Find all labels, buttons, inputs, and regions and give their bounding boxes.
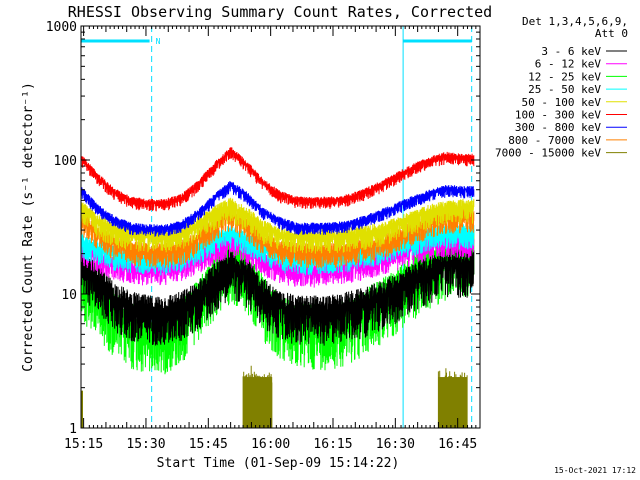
plot-area: N	[80, 25, 481, 429]
chart-title: RHESSI Observing Summary Count Rates, Co…	[68, 3, 492, 21]
legend-label: 800 - 7000 keV	[508, 134, 601, 147]
y-tick-label: 100	[54, 154, 77, 169]
legend-label: 25 - 50 keV	[528, 83, 601, 96]
x-tick-label: 15:15	[64, 437, 103, 452]
legend-label: 3 - 6 keV	[541, 45, 601, 58]
series-8	[81, 365, 480, 429]
orbit-bar-label-0: N	[156, 37, 161, 46]
footer-timestamp: 15-Oct-2021 17:12	[554, 466, 636, 475]
y-axis-label: Corrected Count Rate (s⁻¹ detector⁻¹)	[21, 82, 36, 372]
x-axis: 15:15 15:30 15:45 16:00 16:15 16:30 16:45	[64, 26, 481, 452]
y-tick-label: 10	[61, 288, 77, 303]
y-axis: 1 10 100 1000	[46, 20, 480, 437]
x-tick-label: 16:45	[438, 437, 477, 452]
series-line-0	[80, 247, 475, 346]
series-5	[80, 147, 475, 212]
x-tick-label: 16:30	[376, 437, 415, 452]
series-line-8	[81, 365, 480, 429]
legend-label: 300 - 800 keV	[515, 121, 601, 134]
legend-label: 100 - 300 keV	[515, 109, 601, 122]
series-6	[80, 181, 475, 237]
series-0	[80, 247, 475, 346]
x-tick-label: 16:00	[251, 437, 290, 452]
legend-label: 6 - 12 keV	[535, 58, 602, 71]
legend-header-line: Det 1,3,4,5,6,9,	[522, 15, 628, 28]
x-axis-label: Start Time (01-Sep-09 15:14:22)	[157, 456, 400, 471]
y-tick-label: 1	[69, 422, 77, 437]
legend-label: 50 - 100 keV	[522, 96, 602, 109]
series-line-5	[80, 147, 475, 212]
legend-header: Det 1,3,4,5,6,9,Att 0	[522, 15, 628, 40]
y-tick-label: 1000	[46, 20, 77, 35]
legend-label: 7000 - 15000 keV	[495, 147, 601, 160]
x-tick-label: 16:15	[313, 437, 352, 452]
x-tick-label: 15:30	[126, 437, 165, 452]
series-line-6	[80, 181, 475, 237]
legend-label: 12 - 25 keV	[528, 70, 601, 83]
legend-header-line: Att 0	[595, 27, 628, 40]
x-tick-label: 15:45	[189, 437, 228, 452]
